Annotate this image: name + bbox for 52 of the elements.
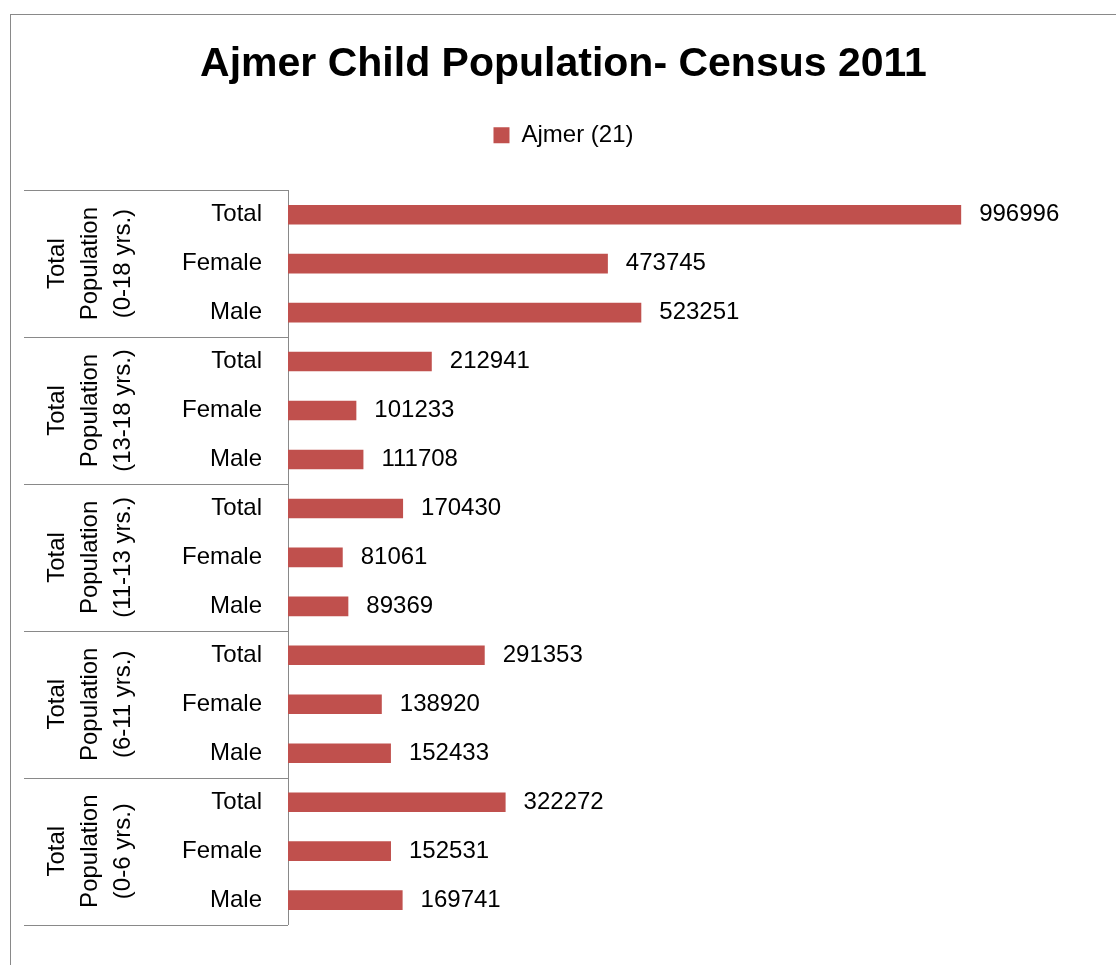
- bar: [288, 449, 364, 470]
- data-label: 170430: [421, 493, 502, 521]
- bar: [288, 498, 404, 519]
- data-label: 152531: [408, 835, 490, 863]
- bar: [288, 890, 403, 910]
- text: Total Population (6-11 yrs.): [41, 647, 135, 761]
- bar: [288, 204, 962, 225]
- y-tick-label: Total: [211, 493, 262, 521]
- y-tick-label: Female: [181, 835, 262, 863]
- bar: [288, 547, 343, 568]
- y-tick-label: Total: [211, 346, 262, 374]
- data-label: 138920: [399, 688, 480, 716]
- bar: [288, 694, 382, 715]
- data-label: 212941: [449, 346, 530, 374]
- text: Total Population (0-6 yrs.): [41, 794, 135, 908]
- chart-title: Ajmer Child Population- Census 2011: [200, 38, 927, 85]
- text: Total Population (13-18 yrs.): [41, 349, 135, 472]
- data-label: 169741: [420, 884, 501, 912]
- data-label: 473745: [625, 248, 706, 276]
- data-label: 291353: [502, 639, 583, 667]
- y-tick-label: Total: [211, 199, 262, 227]
- data-label: 101233: [374, 395, 455, 423]
- y-tick-label: Female: [181, 688, 262, 716]
- data-label: 322272: [523, 786, 604, 814]
- y-tick-label: Total: [211, 639, 262, 667]
- bar: [288, 302, 642, 323]
- data-label: 81061: [360, 542, 428, 570]
- y-tick-label: Male: [209, 297, 262, 325]
- y-tick-label: Male: [209, 884, 262, 912]
- bar: [288, 645, 485, 666]
- bar: [288, 743, 391, 764]
- legend-label: Ajmer (21): [521, 119, 634, 147]
- text: Total Population (0-18 yrs.): [41, 206, 135, 321]
- data-label: 523251: [659, 297, 740, 325]
- data-label: 152433: [408, 737, 490, 765]
- data-label: 111708: [381, 444, 458, 472]
- y-tick-label: Female: [181, 395, 262, 423]
- bar: [288, 253, 608, 274]
- bar: [288, 351, 432, 372]
- bar: [288, 841, 391, 861]
- y-tick-label: Female: [181, 542, 262, 570]
- y-tick-label: Male: [209, 737, 262, 765]
- bar: [288, 596, 349, 617]
- y-tick-label: Male: [209, 590, 262, 618]
- bar: [288, 400, 357, 421]
- y-tick-label: Female: [181, 248, 262, 276]
- y-tick-label: Male: [209, 444, 262, 472]
- bar: [288, 792, 506, 812]
- data-label: 996996: [979, 199, 1060, 227]
- data-label: 89369: [366, 590, 434, 618]
- y-tick-label: Total: [211, 786, 262, 814]
- text: Total Population (11-13 yrs.): [41, 496, 135, 618]
